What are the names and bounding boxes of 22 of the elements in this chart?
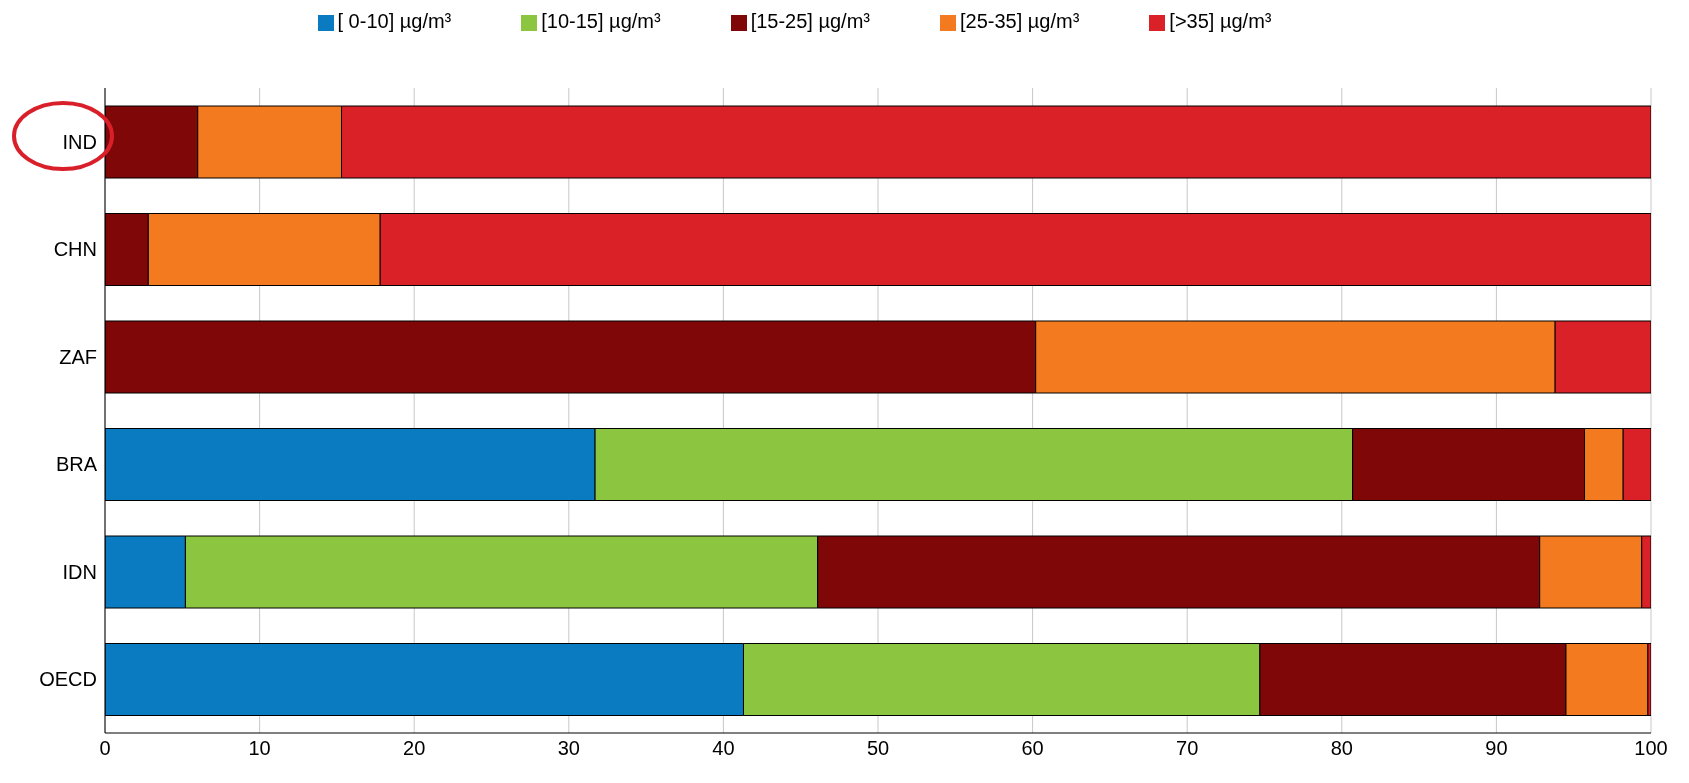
x-tick-label: 90 <box>1485 737 1508 760</box>
x-tick-label: 50 <box>866 737 890 760</box>
y-tick-label: OECD <box>39 668 97 691</box>
legend-label: [25-35] µg/m³ <box>960 10 1080 32</box>
legend-label: [ 0-10] µg/m³ <box>337 10 452 32</box>
legend-label: [10-15] µg/m³ <box>541 10 661 32</box>
x-tick-label: 70 <box>1176 737 1199 760</box>
x-tick-label: 100 <box>1634 737 1668 760</box>
x-tick-label: 40 <box>712 737 735 760</box>
y-tick-label: IND <box>62 130 97 153</box>
legend-label: [>35] µg/m³ <box>1169 10 1272 32</box>
x-tick-label: 30 <box>557 737 580 760</box>
x-tick-label: 20 <box>403 737 426 760</box>
y-tick-label: IDN <box>62 560 97 583</box>
x-tick-label: 0 <box>99 737 111 760</box>
legend-label: [15-25] µg/m³ <box>750 10 870 32</box>
y-tick-label: ZAF <box>59 345 97 368</box>
x-tick-label: 80 <box>1330 737 1353 760</box>
x-tick-label: 60 <box>1021 737 1044 760</box>
y-tick-label: CHN <box>53 238 97 261</box>
y-tick-label: BRA <box>55 453 98 476</box>
x-tick-label: 10 <box>248 737 271 760</box>
